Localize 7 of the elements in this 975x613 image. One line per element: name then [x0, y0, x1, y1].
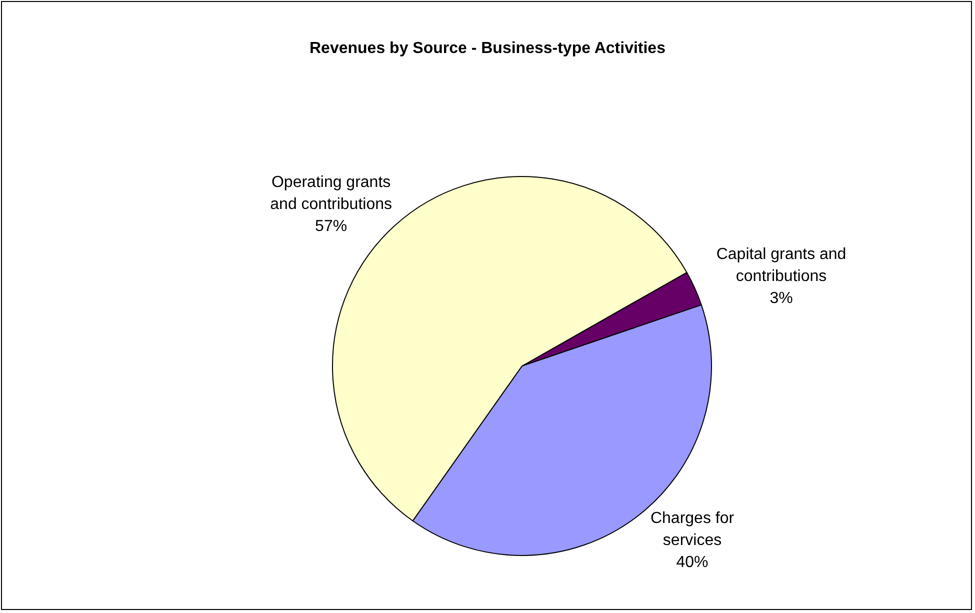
slice-label: Charges for services [650, 510, 735, 549]
data-label: 57% [315, 218, 348, 235]
slice-label: Operating grants and contributions [270, 174, 392, 213]
data-label: 40% [676, 554, 708, 571]
slice-label: Capital grants and contributions [716, 246, 846, 286]
chart-title: Revenues by Source - Business-type Activities [308, 40, 666, 58]
data-label: 3% [770, 290, 793, 308]
